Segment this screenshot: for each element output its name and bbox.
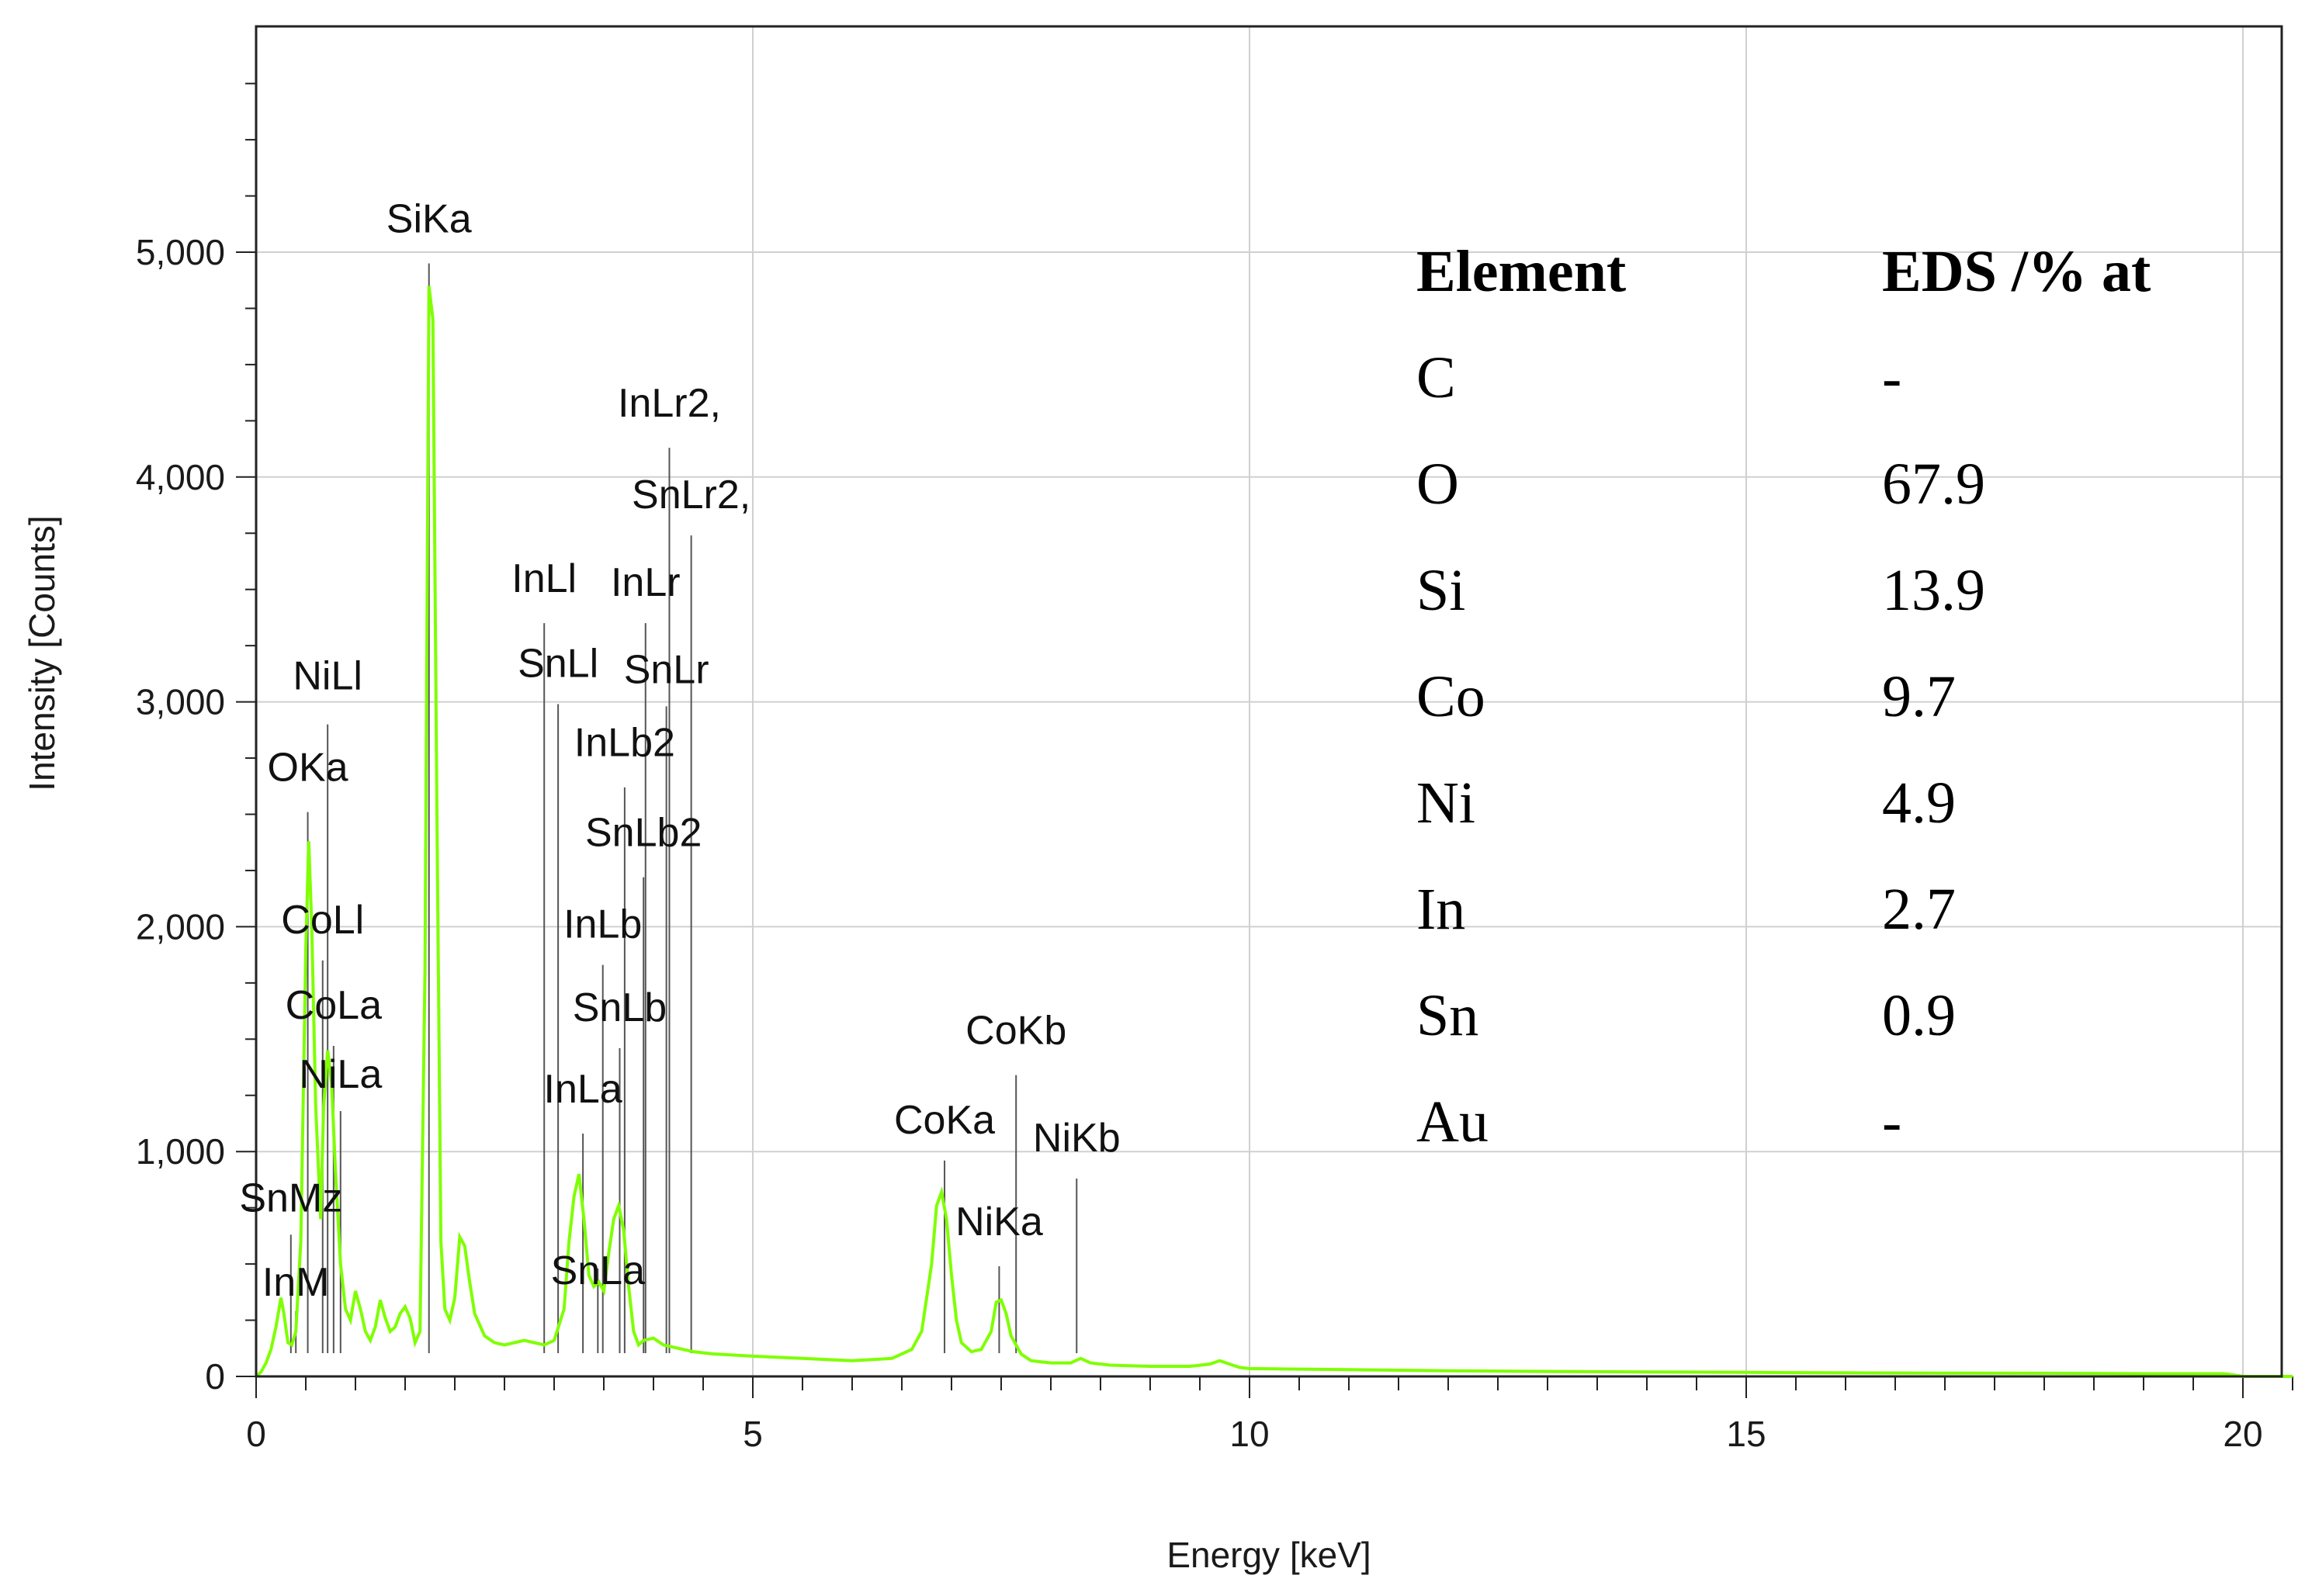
peak-label: SnLb xyxy=(573,985,667,1030)
y-tick-label: 5,000 xyxy=(136,232,225,272)
peak-label: InLb2 xyxy=(574,721,675,766)
peak-label: SnLl xyxy=(518,641,598,686)
table-value-cell: - xyxy=(1882,1089,1901,1155)
peak-label: InM xyxy=(262,1260,330,1305)
peak-label: SnLr xyxy=(624,647,709,692)
y-tick-label: 3,000 xyxy=(136,682,225,722)
table-element-cell: Sn xyxy=(1416,983,1478,1048)
peak-label: CoLl xyxy=(281,898,364,943)
peak-label: SiKa xyxy=(386,196,472,241)
composition-table: Element EDS /% at C - O 67.9 Si 13.9 Co 9.7 Ni 4.9 I… xyxy=(1416,239,2151,1155)
y-tick-label: 4,000 xyxy=(136,457,225,497)
y-tick-label: 0 xyxy=(205,1356,225,1397)
peak-label: NiLl xyxy=(293,654,362,699)
peak-label: SnLa xyxy=(551,1248,646,1293)
table-value-cell: - xyxy=(1882,345,1901,410)
peak-label: OKa xyxy=(268,746,348,791)
x-tick-label: 15 xyxy=(1726,1414,1766,1454)
peak-label: CoKb xyxy=(965,1009,1066,1054)
peak-label: SnMz xyxy=(239,1175,342,1220)
table-value-cell: 13.9 xyxy=(1882,558,1985,623)
peak-labels: SiKa NiLl OKa CoLl CoLa NiLa SnMz InM InLl SnLl In… xyxy=(239,196,1120,1304)
x-tick-label: 5 xyxy=(743,1414,763,1454)
peak-label: SnLb2 xyxy=(585,811,702,856)
table-element-cell: Au xyxy=(1416,1089,1489,1155)
x-axis-title: Energy [keV] xyxy=(1166,1535,1371,1575)
x-tick-label: 20 xyxy=(2223,1414,2262,1454)
table-header: Element xyxy=(1416,239,1626,304)
table-value-cell: 2.7 xyxy=(1882,877,1956,942)
peak-marker-lines xyxy=(289,263,1078,1353)
x-axis: 0 5 10 15 20 xyxy=(246,1414,2262,1454)
table-element-cell: Si xyxy=(1416,558,1465,623)
table-element-cell: O xyxy=(1416,452,1459,517)
plot-frame xyxy=(255,25,2283,1378)
peak-label: InLr2, xyxy=(618,381,721,426)
table-header: EDS /% at xyxy=(1882,239,2151,304)
minor-ticks xyxy=(236,82,2293,1398)
y-axis-title: Intensity [Counts] xyxy=(22,515,62,791)
y-tick-label: 1,000 xyxy=(136,1131,225,1172)
table-value-cell: 67.9 xyxy=(1882,452,1985,517)
peak-label: NiKa xyxy=(955,1200,1043,1245)
table-element-cell: In xyxy=(1416,877,1465,942)
peak-label: InLl xyxy=(511,556,577,601)
table-value-cell: 0.9 xyxy=(1882,983,1956,1048)
peak-label: InLa xyxy=(544,1067,622,1112)
table-value-cell: 4.9 xyxy=(1882,770,1956,836)
y-tick-label: 2,000 xyxy=(136,906,225,947)
peak-label: InLr xyxy=(611,560,681,605)
peak-label: NiLa xyxy=(299,1052,382,1097)
x-tick-label: 0 xyxy=(246,1414,266,1454)
spectrum-line xyxy=(255,286,2293,1378)
grid-lines xyxy=(256,26,2282,1376)
table-element-cell: C xyxy=(1416,345,1456,410)
peak-label: NiKb xyxy=(1033,1116,1121,1161)
peak-label: SnLr2, xyxy=(632,473,750,518)
peak-label: CoKa xyxy=(894,1098,995,1143)
peak-label: InLb xyxy=(563,902,642,947)
table-value-cell: 9.7 xyxy=(1882,664,1956,729)
peak-label: CoLa xyxy=(286,983,382,1028)
x-tick-label: 10 xyxy=(1229,1414,1269,1454)
y-axis: 0 1,000 2,000 3,000 4,000 5,000 xyxy=(136,232,225,1397)
table-element-cell: Ni xyxy=(1416,770,1475,836)
table-element-cell: Co xyxy=(1416,664,1485,729)
